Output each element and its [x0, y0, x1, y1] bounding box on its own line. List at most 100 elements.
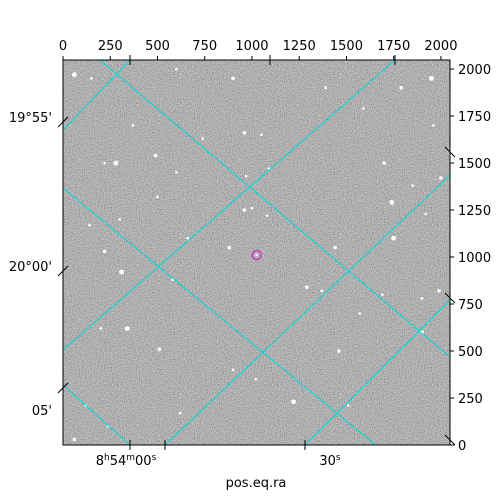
star: [432, 124, 435, 127]
y-ticks-right: 0 250 500 750 1000 1250 1500 1750 2000: [450, 63, 491, 454]
y-tick-label: 2000: [458, 63, 491, 78]
star: [304, 285, 309, 289]
world-ticks: [57, 55, 456, 450]
star: [227, 245, 232, 250]
star: [103, 161, 106, 165]
y-tick-label: 500: [458, 345, 483, 360]
star: [429, 76, 434, 81]
grid-line: [63, 384, 131, 445]
image-noise: [63, 60, 450, 445]
grid-line: [99, 60, 450, 358]
star: [72, 437, 77, 442]
star: [124, 326, 130, 331]
star: [119, 269, 124, 275]
y-tick-label: 1250: [458, 204, 491, 219]
star: [420, 297, 424, 300]
world-tick: [57, 116, 69, 128]
star: [411, 184, 414, 187]
x-tick-label: 1250: [283, 39, 316, 54]
y-tick-label: 1750: [458, 110, 491, 125]
star: [156, 195, 159, 199]
dec-tick-label-1: 20°00': [9, 260, 52, 275]
star: [178, 411, 182, 415]
star: [389, 200, 395, 205]
marker-circle: [251, 249, 262, 261]
star: [242, 131, 247, 135]
star: [201, 137, 205, 140]
star: [391, 235, 397, 241]
star: [175, 67, 178, 71]
x-tick-label: 2000: [424, 39, 457, 54]
world-tick: [57, 265, 69, 277]
y-tick-label: 0: [458, 439, 466, 454]
x-tick-label: 500: [145, 39, 170, 54]
y-tick-label: 1000: [458, 251, 491, 266]
x-tick-label: 0: [59, 39, 67, 54]
coordinate-grid: [63, 60, 450, 445]
grid-line: [63, 60, 131, 131]
x-ticks-top: 0 250 500 750 1000 1250 1500 1750 2000: [59, 39, 457, 60]
star: [358, 312, 361, 315]
star: [157, 347, 162, 351]
star: [382, 161, 387, 165]
star: [424, 212, 428, 216]
star: [231, 368, 235, 372]
star: [186, 236, 190, 240]
star: [175, 171, 178, 174]
star: [102, 249, 107, 254]
star: [381, 293, 384, 296]
star: [118, 218, 121, 221]
image-area: [63, 60, 450, 445]
y-tick-label: 250: [458, 392, 483, 407]
world-tick: [444, 146, 456, 158]
stars-layer: [71, 67, 443, 442]
star: [362, 107, 365, 110]
x-tick-label: 1500: [330, 39, 363, 54]
plot-frame: [62, 59, 451, 446]
dec-tick-label-2: 05': [32, 404, 52, 419]
marker-center: [255, 253, 258, 257]
grid-line: [304, 299, 450, 445]
star: [244, 174, 248, 178]
ra-tick-label-0: 8h54m00s: [96, 453, 157, 469]
x-tick-label: 1000: [235, 39, 268, 54]
star: [265, 214, 269, 217]
grid-line: [63, 60, 396, 351]
y-tick-label: 1500: [458, 157, 491, 172]
star: [347, 404, 350, 407]
grid-line: [164, 174, 450, 445]
star: [439, 176, 443, 180]
world-tick: [444, 434, 456, 446]
star: [333, 245, 337, 250]
star: [242, 208, 247, 212]
star: [324, 86, 327, 90]
dec-tick-label-0: 19°55': [9, 111, 52, 126]
star: [437, 289, 441, 293]
star: [337, 349, 341, 353]
star: [254, 377, 258, 381]
world-tick: [444, 292, 456, 304]
world-tick: [57, 382, 69, 394]
x-axis-title: pos.eq.ra: [226, 476, 287, 491]
target-marker: [251, 249, 262, 261]
star: [399, 86, 404, 90]
star: [153, 153, 158, 158]
star: [260, 133, 263, 137]
star: [113, 160, 119, 166]
star: [231, 76, 235, 81]
star: [71, 72, 77, 78]
y-tick-label: 750: [458, 298, 483, 313]
star: [90, 77, 93, 80]
star: [320, 289, 324, 293]
x-tick-label: 750: [192, 39, 217, 54]
grid-line: [63, 187, 377, 445]
star: [131, 124, 135, 127]
star: [88, 223, 91, 227]
x-tick-label: 1750: [377, 39, 410, 54]
star: [99, 327, 103, 330]
ra-tick-label-1: 30s: [319, 453, 341, 469]
star: [291, 399, 296, 405]
star: [250, 206, 254, 210]
x-tick-label: 250: [98, 39, 123, 54]
